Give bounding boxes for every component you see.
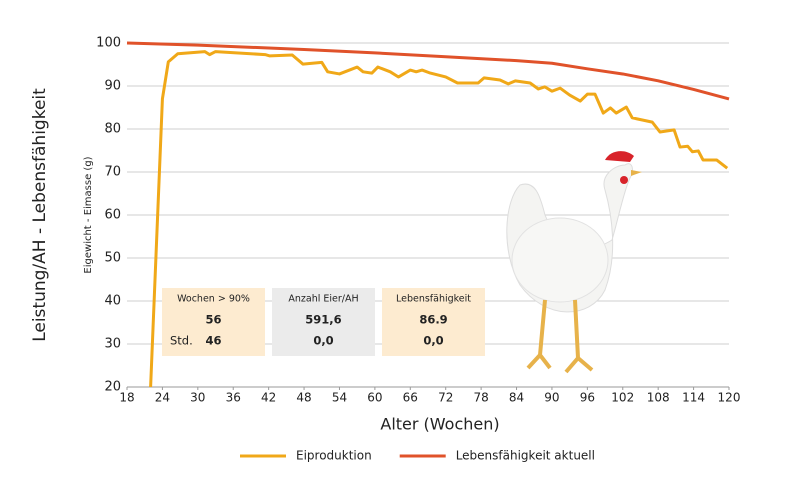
x-tick-label: 114 xyxy=(682,391,705,405)
x-tick-label: 18 xyxy=(119,391,134,405)
y-axis-label: Leistung/AH - Lebensfähigkeit xyxy=(30,88,50,342)
x-tick-label: 78 xyxy=(473,391,488,405)
x-tick-label: 30 xyxy=(190,391,205,405)
stat-value: 86.9 xyxy=(419,313,447,327)
x-axis-label: Alter (Wochen) xyxy=(380,415,499,434)
stat-value: 56 xyxy=(205,313,221,327)
x-tick-label: 120 xyxy=(718,391,741,405)
x-tick-label: 102 xyxy=(611,391,634,405)
hen-beak xyxy=(631,170,642,176)
hen-wattle xyxy=(620,176,628,184)
x-tick-label: 48 xyxy=(296,391,311,405)
x-tick-label: 24 xyxy=(155,391,170,405)
y-tick-label: 70 xyxy=(104,165,121,180)
stat-row-label: Std. xyxy=(170,334,193,348)
data-line xyxy=(149,50,729,388)
hen-illustration xyxy=(506,151,642,374)
legend-label: Eiproduktion xyxy=(296,449,372,463)
data-line xyxy=(126,41,730,101)
stat-std: 0,0 xyxy=(423,334,443,348)
y-tick-label: 50 xyxy=(104,251,121,266)
stat-std: 46 xyxy=(205,334,221,348)
stat-box xyxy=(272,288,375,356)
x-tick-label: 36 xyxy=(226,391,241,405)
x-tick-label: 108 xyxy=(647,391,670,405)
x-tick-label: 42 xyxy=(261,391,276,405)
y-tick-label: 80 xyxy=(104,122,121,137)
stat-header: Lebensfähigkeit xyxy=(396,294,471,305)
x-tick-label: 66 xyxy=(403,391,418,405)
y-tick-label: 100 xyxy=(96,36,121,51)
x-tick-label: 72 xyxy=(438,391,453,405)
y-tick-label: 30 xyxy=(104,337,121,352)
x-tick-label: 96 xyxy=(580,391,595,405)
y-tick-label: 20 xyxy=(104,380,121,395)
hen-belly xyxy=(511,217,609,303)
x-tick-label: 54 xyxy=(332,391,347,405)
stat-box xyxy=(382,288,485,356)
x-tick-label: 84 xyxy=(509,391,524,405)
stat-header: Wochen > 90% xyxy=(177,294,250,305)
stat-box xyxy=(162,288,265,356)
x-tick-label: 60 xyxy=(367,391,382,405)
y-tick-label: 40 xyxy=(104,294,121,309)
stat-value: 591,6 xyxy=(305,313,341,327)
hen-comb xyxy=(605,151,634,162)
x-tick-label: 90 xyxy=(544,391,559,405)
hen-legs xyxy=(526,299,594,374)
y-axis-sublabel: Eigewicht - Eimasse (g) xyxy=(83,156,94,273)
legend-label: Lebensfähigkeit aktuell xyxy=(456,449,595,463)
y-tick-label: 60 xyxy=(104,208,121,223)
stat-std: 0,0 xyxy=(313,334,333,348)
y-tick-label: 90 xyxy=(104,79,121,94)
stat-header: Anzahl Eier/AH xyxy=(288,294,358,305)
